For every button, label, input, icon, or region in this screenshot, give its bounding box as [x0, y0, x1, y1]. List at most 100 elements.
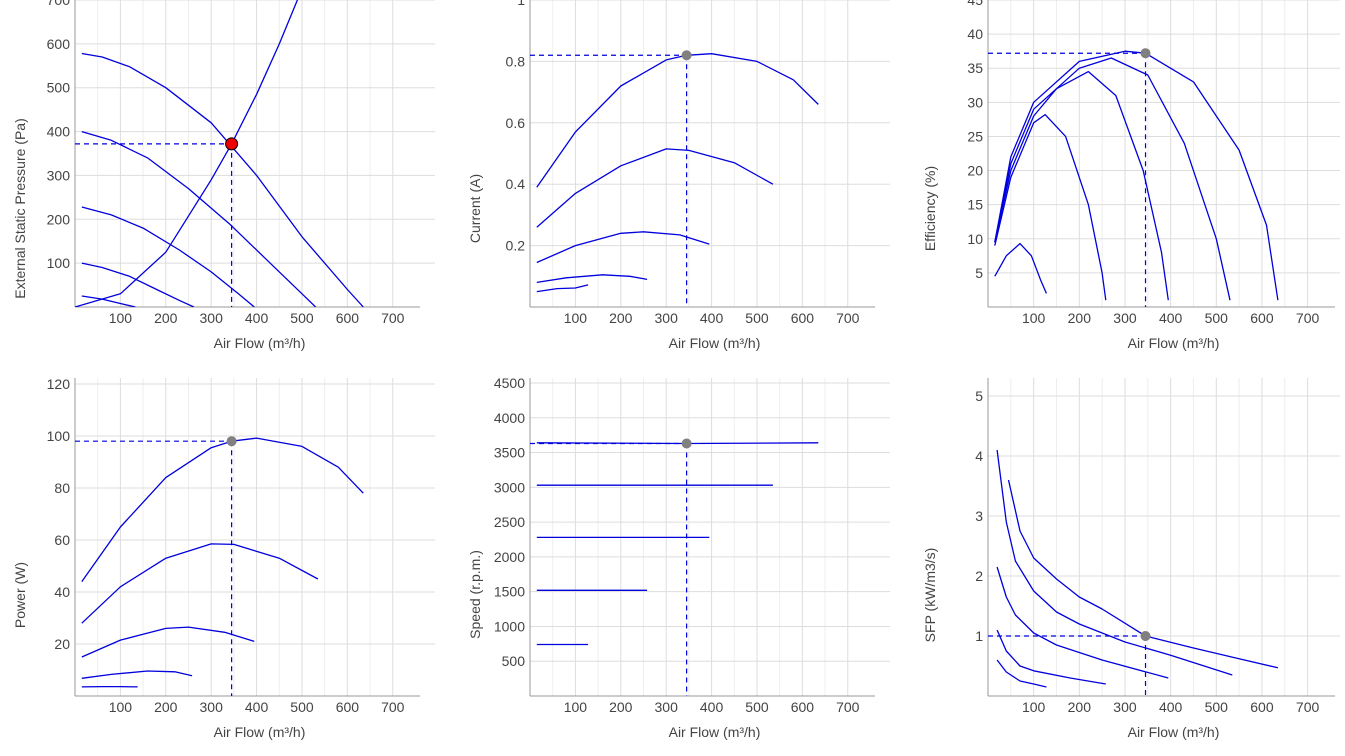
- x-tick-label: 100: [564, 310, 588, 326]
- x-tick-label: 400: [700, 310, 724, 326]
- series-line-1: [995, 51, 1278, 300]
- y-tick-label: 20: [54, 636, 70, 652]
- y-tick-label: 4500: [494, 378, 525, 391]
- x-tick-label: 500: [290, 310, 314, 326]
- y-tick-label: 100: [47, 428, 71, 444]
- x-tick-label: 200: [1068, 310, 1092, 326]
- x-tick-label: 100: [109, 310, 133, 326]
- y-tick-label: 5: [975, 388, 983, 404]
- y-tick-label: 3000: [494, 479, 525, 495]
- x-tick-label: 600: [791, 699, 815, 715]
- x-tick-label: 600: [336, 699, 360, 715]
- y-tick-label: 20: [967, 163, 983, 179]
- y-tick-label: 40: [967, 26, 983, 42]
- series-line-3: [82, 627, 255, 657]
- x-tick-label: 300: [655, 310, 679, 326]
- x-tick-label: 200: [609, 310, 633, 326]
- y-tick-label: 1000: [494, 618, 525, 634]
- y-axis-label: SFP (kW/m3/s): [922, 548, 938, 643]
- y-axis-label: Efficiency (%): [922, 166, 938, 251]
- y-tick-label: 35: [967, 60, 983, 76]
- y-tick-label: 2: [975, 568, 983, 584]
- y-tick-label: 400: [47, 124, 71, 140]
- series-line-1: [537, 54, 819, 188]
- series-line-4: [82, 671, 192, 678]
- x-tick-label: 700: [381, 699, 405, 715]
- x-tick-label: 700: [836, 310, 860, 326]
- operating-point-marker[interactable]: [1141, 48, 1151, 58]
- x-tick-label: 100: [109, 699, 133, 715]
- x-tick-label: 300: [200, 699, 224, 715]
- x-tick-label: 500: [745, 310, 769, 326]
- series-line-5: [995, 244, 1047, 294]
- x-axis-label: Air Flow (m³/h): [1128, 335, 1220, 351]
- series-line-3: [537, 232, 710, 263]
- series-line-2: [995, 58, 1230, 300]
- series-line-4: [537, 275, 647, 283]
- x-tick-label: 600: [1250, 699, 1274, 715]
- y-tick-label: 200: [47, 211, 71, 227]
- x-tick-label: 100: [564, 699, 588, 715]
- x-tick-label: 600: [336, 310, 360, 326]
- operating-point-marker[interactable]: [226, 138, 238, 150]
- y-tick-label: 4: [975, 448, 983, 464]
- series-line-6: [75, 0, 297, 307]
- y-tick-label: 80: [54, 480, 70, 496]
- x-tick-label: 400: [1159, 699, 1183, 715]
- x-tick-label: 700: [1296, 699, 1320, 715]
- y-tick-label: 5: [975, 265, 983, 281]
- x-axis-label: Air Flow (m³/h): [1128, 724, 1220, 740]
- x-tick-label: 500: [1205, 699, 1229, 715]
- y-tick-label: 500: [47, 80, 71, 96]
- x-axis-label: Air Flow (m³/h): [669, 335, 761, 351]
- y-tick-label: 4000: [494, 410, 525, 426]
- x-axis-label: Air Flow (m³/h): [214, 724, 306, 740]
- operating-point-marker[interactable]: [227, 436, 237, 446]
- x-tick-label: 200: [154, 310, 178, 326]
- x-tick-label: 400: [245, 699, 269, 715]
- series-line-3: [997, 567, 1168, 678]
- operating-point-marker[interactable]: [1141, 631, 1151, 641]
- x-tick-label: 100: [1022, 310, 1046, 326]
- y-axis-label: Power (W): [12, 562, 28, 628]
- y-axis-label: Speed (r.p.m.): [467, 550, 483, 639]
- x-tick-label: 700: [1296, 310, 1320, 326]
- x-axis-label: Air Flow (m³/h): [214, 335, 306, 351]
- y-tick-label: 600: [47, 36, 71, 52]
- y-tick-label: 100: [47, 255, 71, 271]
- series-line-2: [997, 450, 1232, 675]
- y-axis-label: Current (A): [467, 174, 483, 243]
- y-tick-label: 500: [502, 653, 526, 669]
- series-line-5: [997, 660, 1046, 687]
- y-tick-label: 120: [47, 378, 71, 392]
- x-tick-label: 700: [836, 699, 860, 715]
- operating-point-marker[interactable]: [682, 50, 692, 60]
- operating-point-marker[interactable]: [682, 439, 692, 449]
- x-tick-label: 300: [655, 699, 679, 715]
- y-tick-label: 0.2: [506, 238, 526, 254]
- x-axis-label: Air Flow (m³/h): [669, 724, 761, 740]
- y-tick-label: 15: [967, 197, 983, 213]
- series-line-5: [537, 285, 588, 292]
- x-tick-label: 500: [745, 699, 769, 715]
- y-axis-label: External Static Pressure (Pa): [12, 118, 28, 299]
- x-tick-label: 600: [1250, 310, 1274, 326]
- x-tick-label: 400: [700, 699, 724, 715]
- y-tick-label: 0.4: [506, 176, 526, 192]
- x-tick-label: 300: [1113, 699, 1137, 715]
- x-tick-label: 200: [609, 699, 633, 715]
- y-tick-label: 700: [47, 0, 71, 8]
- x-tick-label: 600: [791, 310, 815, 326]
